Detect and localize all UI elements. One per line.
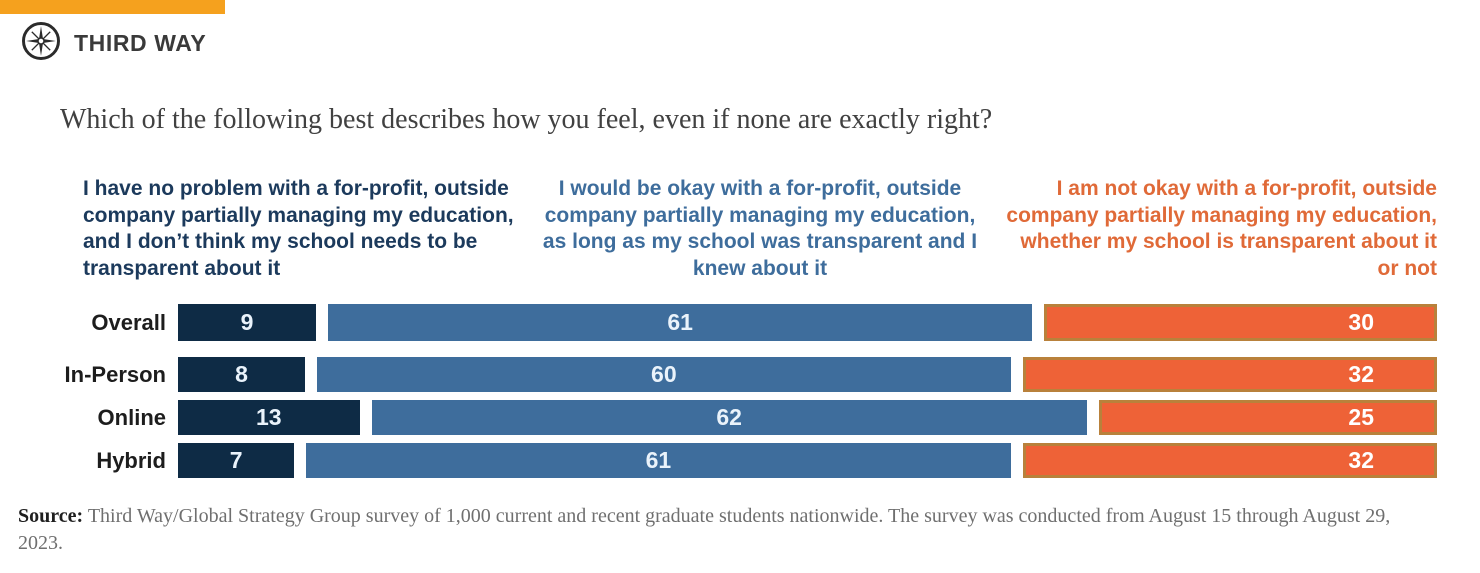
bar-row: Hybrid 7 61 32 — [0, 443, 1438, 478]
bar-segment: 7 — [178, 443, 295, 478]
bar-value: 30 — [1348, 309, 1375, 335]
source-note: Source: Third Way/Global Strategy Group … — [18, 503, 1438, 557]
row-label: In-Person — [64, 361, 166, 387]
bar-segment: 9 — [178, 304, 317, 341]
source-text: Third Way/Global Strategy Group survey o… — [18, 505, 1391, 554]
legend-headers: I have no problem with a for-profit, out… — [83, 176, 1437, 282]
row-label: Overall — [91, 309, 166, 335]
row-label: Hybrid — [96, 447, 166, 473]
bar-segment: 61 — [328, 304, 1033, 341]
row-label: Online — [97, 404, 166, 430]
bar-segment: 30 — [1044, 304, 1438, 341]
bar-segment: 8 — [178, 357, 306, 392]
bar-row: Online 13 62 25 — [0, 400, 1437, 435]
bar-value: 8 — [235, 361, 248, 387]
legend-label-okay-if-transparent: I would be okay with a for-profit, outsi… — [542, 177, 978, 280]
bar-value: 25 — [1348, 404, 1374, 430]
bar-track: 13 62 25 — [178, 400, 1437, 435]
bar-segment: 25 — [1098, 400, 1437, 435]
bar-value: 32 — [1348, 447, 1375, 473]
bar-segment: 62 — [371, 400, 1087, 435]
bar-value: 61 — [667, 309, 693, 335]
bar-segment: 13 — [178, 400, 360, 435]
bar-segment: 32 — [1022, 357, 1438, 392]
legend-label-not-okay: I am not okay with a for-profit, outside… — [1006, 177, 1437, 280]
bar-segment: 61 — [306, 443, 1011, 478]
bar-rows: Overall 9 61 30 In-Person 8 60 32 Online 13 62 25 Hy… — [0, 304, 1438, 486]
bar-value: 7 — [229, 447, 243, 473]
bar-segment: 60 — [317, 357, 1011, 392]
bar-value: 32 — [1348, 361, 1375, 387]
bar-value: 62 — [716, 404, 742, 430]
bar-track: 8 60 32 — [178, 357, 1438, 392]
bar-value: 61 — [645, 447, 672, 473]
source-label: Source: — [18, 505, 84, 527]
brand-name: THIRD WAY — [74, 30, 207, 56]
brand-logo: THIRD WAY — [20, 20, 206, 67]
compass-star-icon — [20, 20, 62, 67]
legend-label-no-problem: I have no problem with a for-profit, out… — [83, 177, 514, 280]
chart-title: Which of the following best describes ho… — [60, 104, 993, 135]
bar-value: 13 — [255, 404, 282, 430]
bar-segment: 32 — [1022, 443, 1438, 478]
bar-row: Overall 9 61 30 — [0, 304, 1438, 341]
top-accent-bar — [0, 0, 225, 14]
bar-row: In-Person 8 60 32 — [0, 357, 1438, 392]
bar-track: 7 61 32 — [178, 443, 1438, 478]
bar-value: 9 — [240, 309, 254, 335]
bar-value: 60 — [651, 361, 677, 387]
bar-track: 9 61 30 — [178, 304, 1438, 341]
